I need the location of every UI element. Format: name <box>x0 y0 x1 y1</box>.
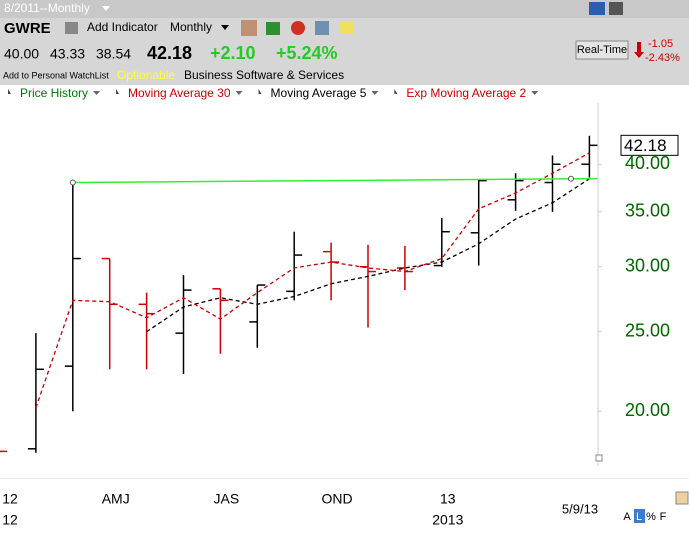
edit-icon[interactable] <box>675 491 689 505</box>
ohlc-bar <box>175 275 192 375</box>
x-tick-label-2: 2013 <box>432 512 463 528</box>
s-icon[interactable] <box>589 2 605 15</box>
x-tick-label: AMJ <box>102 491 130 507</box>
y-tick-label: 30.00 <box>625 256 670 276</box>
ohlc-bar <box>433 217 450 267</box>
t-icon[interactable] <box>609 2 623 15</box>
open: 40.00 <box>4 46 39 62</box>
industry: Business Software & Services <box>184 68 344 82</box>
ohlc-bar <box>64 182 81 412</box>
last: 42.18 <box>147 43 192 63</box>
ohlc-bar <box>581 135 598 178</box>
moving-average <box>146 178 590 333</box>
footer-button[interactable]: % <box>646 511 656 523</box>
rt-change: -1.05 <box>648 38 673 50</box>
plot: 20.00 25.00 30.00 35.00 40.00 12 12 AMJ JAS OND 13… <box>0 134 679 528</box>
title-bar <box>0 0 689 18</box>
dropdown-arrow <box>235 91 243 95</box>
legend-entry: Moving Average 5 <box>271 86 367 100</box>
divider <box>0 478 689 479</box>
trendline-point <box>69 179 76 186</box>
y-tick-label: 25.00 <box>625 320 670 340</box>
high: 43.33 <box>50 46 85 62</box>
legend-marker <box>8 89 11 94</box>
dropdown-arrow <box>531 91 539 95</box>
symbol[interactable]: GWRE <box>4 20 51 37</box>
legend-marker <box>258 89 262 94</box>
button-bg <box>634 509 645 523</box>
trendline-point <box>567 175 574 182</box>
y-tick-label: 20.00 <box>625 400 670 420</box>
ohlc-bar <box>286 231 303 301</box>
x-tick-label: OND <box>322 491 353 507</box>
change-pct: +5.24% <box>276 43 338 63</box>
legend-entry: Moving Average 30 <box>128 86 231 100</box>
dropdown-arrow <box>221 25 229 30</box>
footer-button[interactable]: A <box>623 511 631 523</box>
legend-entry: Exp Moving Average 2 <box>406 86 526 100</box>
legend: Price History Moving Average 30 Moving Ave… <box>8 86 539 100</box>
ohlc-bar <box>470 179 487 266</box>
grid-icon[interactable] <box>315 21 329 35</box>
tools-icon[interactable] <box>241 20 257 36</box>
note-icon[interactable] <box>340 21 353 34</box>
optionable: Optionable <box>117 68 175 82</box>
chart-bg <box>0 85 689 534</box>
dropdown-arrow <box>102 6 110 11</box>
footer-button[interactable]: L <box>636 511 642 523</box>
bars-icon[interactable] <box>266 22 280 35</box>
legend-marker <box>116 89 120 94</box>
y-tick-label: 40.00 <box>625 153 670 173</box>
x-tick-label: 13 <box>440 491 456 507</box>
realtime-button[interactable] <box>575 40 629 60</box>
legend-entry: Price History <box>20 86 88 100</box>
low: 38.54 <box>96 46 131 62</box>
trendline <box>72 177 599 184</box>
down-arrow <box>634 42 644 58</box>
x-tick-label: JAS <box>214 491 240 507</box>
date: 5/9/13 <box>562 501 598 516</box>
y-tick-label: 35.00 <box>625 201 670 221</box>
change: +2.10 <box>210 43 256 63</box>
ohlc-bar <box>249 284 266 348</box>
dropdown-arrow <box>93 91 101 95</box>
dropdown-arrow <box>371 91 379 95</box>
period[interactable]: 8/2011--Monthly <box>4 1 90 15</box>
legend-marker <box>394 89 398 94</box>
ohlc-bar <box>212 288 229 354</box>
add-indicator[interactable]: Add Indicator <box>87 20 158 34</box>
alarm-icon[interactable] <box>291 21 305 35</box>
footer-button[interactable]: F <box>660 511 667 523</box>
corner-box <box>595 454 603 462</box>
x-tick-label: 12 <box>2 491 18 507</box>
print-icon[interactable] <box>65 22 78 34</box>
footer-buttons: A L% F <box>623 509 667 523</box>
last-price-label: 42.18 <box>624 136 667 155</box>
x-tick-label-2: 12 <box>2 512 18 528</box>
ohlc-bar <box>27 333 44 453</box>
interval[interactable]: Monthly <box>170 20 212 34</box>
watchlist[interactable]: Add to Personal WatchList <box>3 70 109 80</box>
moving-average <box>35 152 590 408</box>
last-price-box <box>620 134 679 156</box>
rt-change-pct: -2.43% <box>645 52 680 64</box>
realtime[interactable]: Real-Time <box>577 44 627 56</box>
